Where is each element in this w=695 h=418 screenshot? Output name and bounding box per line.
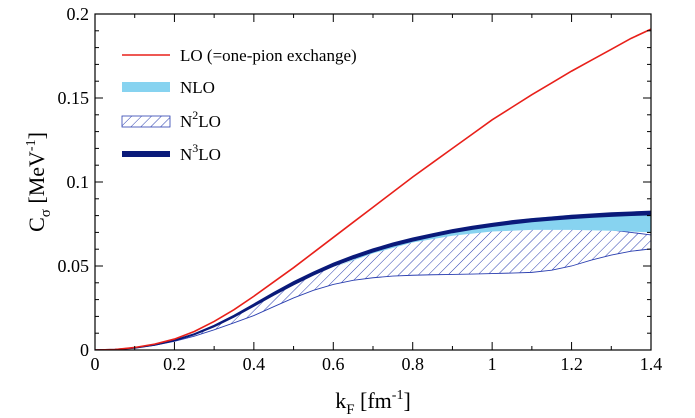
series-lo-line	[95, 28, 651, 350]
x-tick-label: 1.2	[560, 354, 583, 374]
y-tick-label: 0.05	[58, 256, 90, 276]
plot-frame	[94, 13, 652, 351]
x-tick-label: 1.4	[640, 354, 663, 374]
x-tick-label: 0.8	[401, 354, 424, 374]
x-tick-label: 0	[91, 354, 100, 374]
legend-label-n2lo: N2LO	[180, 108, 221, 131]
series-n2lo-lower-edge	[95, 248, 651, 350]
legend-label-lo: LO (=one-pion exchange)	[180, 46, 357, 65]
series-n2lo-band	[95, 225, 651, 350]
x-tick-label: 0.2	[163, 354, 186, 374]
x-tick-label: 0.6	[322, 354, 345, 374]
y-axis-title: Cσ [MeV-1]	[24, 132, 54, 232]
series-n3lo-band	[95, 210, 651, 350]
y-tick-label: 0.2	[67, 4, 90, 24]
legend-swatch-n2lo	[121, 115, 171, 128]
series-layer	[95, 28, 651, 350]
ticks-layer: 0 0.2 0.4 0.6 0.8 1 1.2 1.4 0 0.05 0.1 0.15 0.2	[58, 4, 663, 374]
legend-label-n3lo: N3LO	[180, 141, 221, 164]
series-nlo-band	[333, 212, 651, 268]
x-tick-label: 0.4	[243, 354, 266, 374]
legend-swatch-nlo	[122, 82, 170, 92]
y-tick-label: 0	[80, 340, 89, 360]
y-tick-label: 0.15	[58, 88, 90, 108]
legend-label-nlo: NLO	[180, 78, 215, 97]
y-tick-label: 0.1	[67, 172, 90, 192]
legend: LO (=one-pion exchange) NLO N2LO N3LO	[121, 46, 357, 164]
x-axis-title: kF [fm-1]	[335, 388, 411, 418]
x-tick-label: 1	[488, 354, 497, 374]
